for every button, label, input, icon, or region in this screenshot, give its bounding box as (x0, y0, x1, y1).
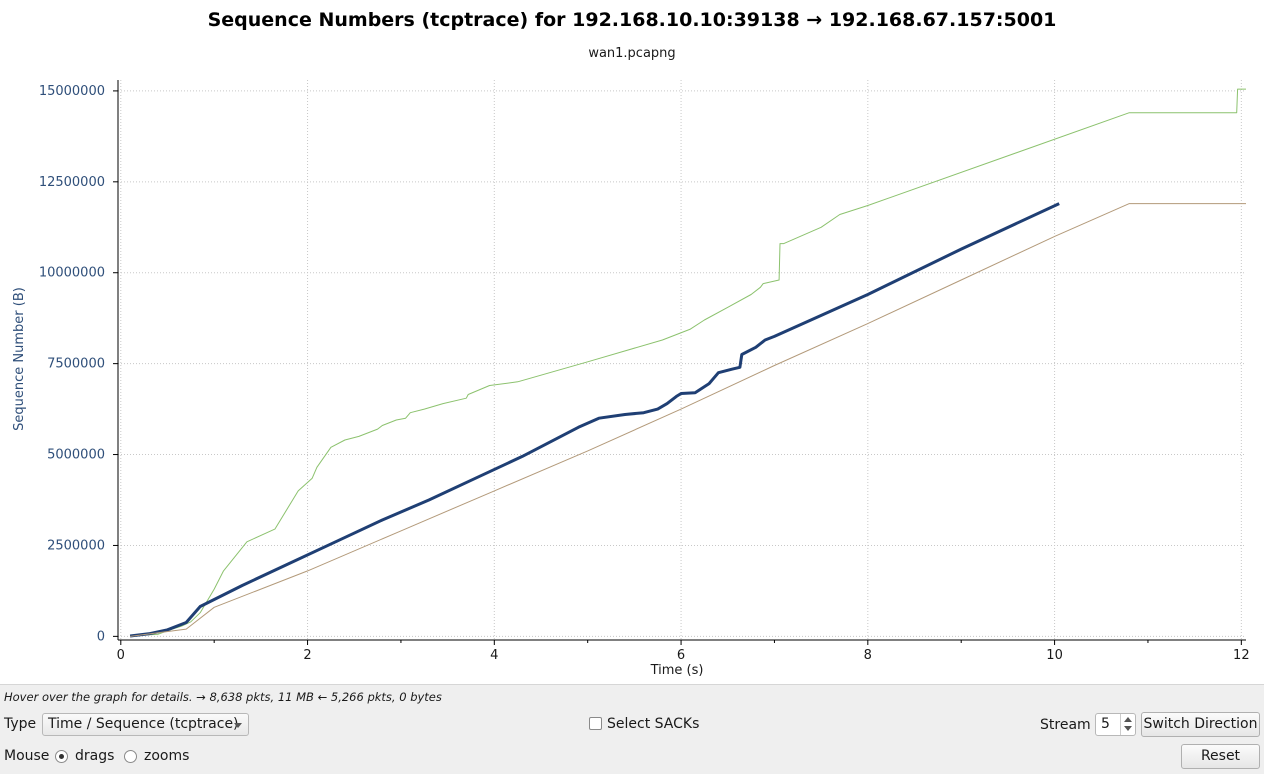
grid (118, 80, 1246, 640)
x-tick-label: 8 (864, 648, 872, 663)
y-tick-label: 0 (97, 629, 105, 644)
select-sacks-checkbox[interactable] (589, 717, 602, 730)
status-hint: Hover over the graph for details. → 8,63… (4, 690, 442, 704)
sequence-chart[interactable]: Sequence Numbers (tcptrace) for 192.168.… (0, 0, 1264, 684)
type-select-value: Time / Sequence (tcptrace) (48, 716, 239, 732)
sequence-line (129, 202, 1060, 638)
x-tick-label: 2 (303, 648, 311, 663)
window-line (130, 88, 1246, 637)
stepper-arrows[interactable] (1120, 714, 1135, 735)
mouse-label: Mouse (4, 748, 50, 764)
y-tick-label: 12500000 (39, 175, 105, 190)
y-tick-label: 2500000 (47, 538, 105, 553)
graph-area[interactable]: Sequence Numbers (tcptrace) for 192.168.… (0, 0, 1264, 685)
y-tick-label: 5000000 (47, 448, 105, 463)
zooms-radio[interactable] (124, 750, 137, 763)
y-tick-label: 15000000 (39, 84, 105, 99)
ack-line (130, 203, 1246, 637)
tick-labels: 0 2 4 6 8 10 12 0 2500000 5000000 7500000 10000000 1… (39, 84, 1250, 663)
stream-spinbox[interactable]: 5 (1095, 713, 1136, 736)
stream-value: 5 (1101, 716, 1110, 732)
series (129, 88, 1246, 638)
x-axis-label: Time (s) (650, 663, 704, 678)
x-tick-label: 10 (1046, 648, 1063, 663)
switch-direction-button[interactable]: Switch Direction (1141, 712, 1260, 737)
drags-radio[interactable] (55, 750, 68, 763)
x-tick-label: 4 (490, 648, 498, 663)
select-sacks-label[interactable]: Select SACKs (607, 716, 700, 732)
chart-title: Sequence Numbers (tcptrace) for 192.168.… (208, 9, 1057, 31)
stepper-up-icon[interactable] (1124, 717, 1132, 722)
y-tick-label: 10000000 (39, 266, 105, 281)
x-tick-label: 0 (117, 648, 125, 663)
stream-label: Stream (1040, 717, 1091, 733)
type-select[interactable]: Time / Sequence (tcptrace) (42, 713, 249, 736)
drags-label[interactable]: drags (75, 748, 115, 764)
axes (113, 80, 1246, 645)
y-tick-label: 7500000 (47, 357, 105, 372)
stepper-down-icon[interactable] (1124, 726, 1132, 731)
x-tick-label: 6 (677, 648, 685, 663)
chart-subtitle: wan1.pcapng (588, 46, 675, 61)
type-label: Type (4, 716, 37, 732)
y-axis-label: Sequence Number (B) (12, 287, 27, 431)
zooms-label[interactable]: zooms (144, 748, 190, 764)
x-tick-label: 12 (1233, 648, 1250, 663)
chevron-down-icon (234, 723, 242, 728)
reset-button[interactable]: Reset (1181, 744, 1260, 769)
